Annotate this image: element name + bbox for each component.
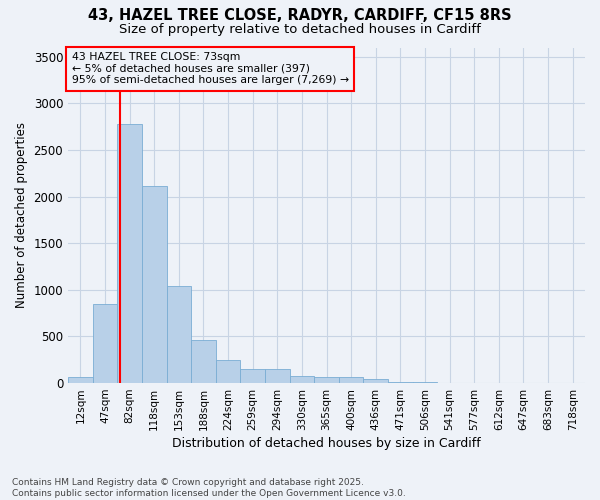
Bar [68, 378, 92, 383]
Bar [216, 360, 241, 383]
Bar [339, 378, 364, 383]
Bar [167, 286, 191, 383]
Text: 43, HAZEL TREE CLOSE, RADYR, CARDIFF, CF15 8RS: 43, HAZEL TREE CLOSE, RADYR, CARDIFF, CF… [88, 8, 512, 22]
Bar [265, 368, 290, 383]
Bar [364, 380, 388, 383]
Text: Contains HM Land Registry data © Crown copyright and database right 2025.
Contai: Contains HM Land Registry data © Crown c… [12, 478, 406, 498]
Bar [142, 186, 167, 383]
Bar [314, 377, 339, 383]
Bar [92, 304, 117, 383]
Bar [117, 124, 142, 383]
Bar [191, 340, 216, 383]
Y-axis label: Number of detached properties: Number of detached properties [15, 122, 28, 308]
Bar [290, 376, 314, 383]
X-axis label: Distribution of detached houses by size in Cardiff: Distribution of detached houses by size … [172, 437, 481, 450]
Text: 43 HAZEL TREE CLOSE: 73sqm
← 5% of detached houses are smaller (397)
95% of semi: 43 HAZEL TREE CLOSE: 73sqm ← 5% of detac… [72, 52, 349, 86]
Text: Size of property relative to detached houses in Cardiff: Size of property relative to detached ho… [119, 22, 481, 36]
Bar [388, 382, 413, 383]
Bar [241, 368, 265, 383]
Bar [413, 382, 437, 383]
